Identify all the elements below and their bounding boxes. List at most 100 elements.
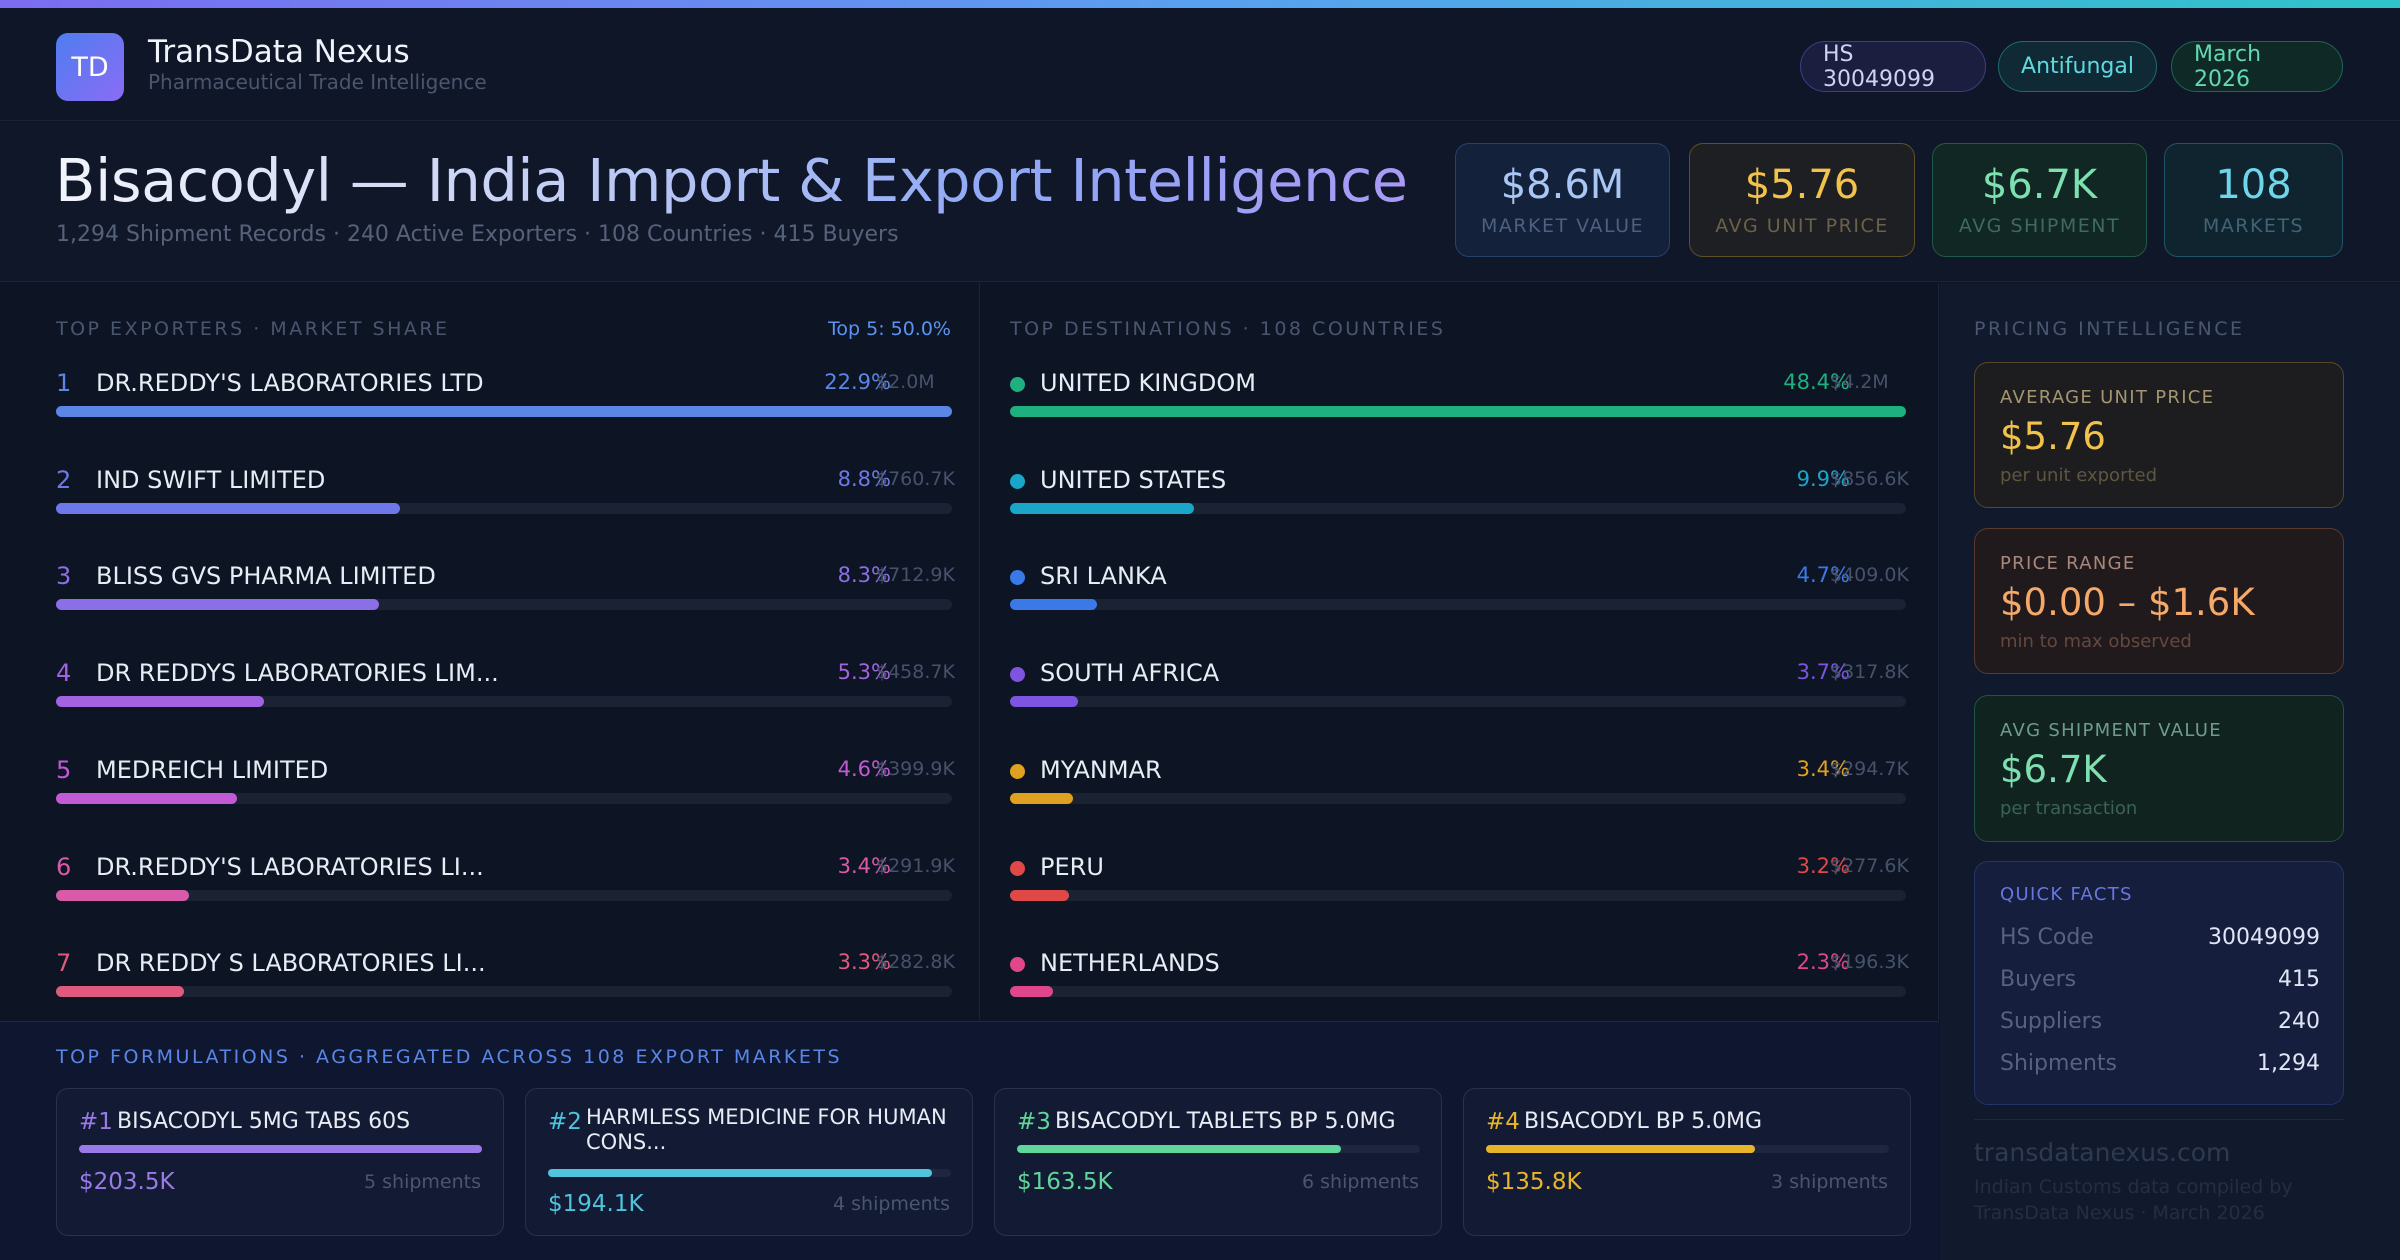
price-range-card: PRICE RANGE $0.00 – $1.6K min to max obs… [1974,528,2344,674]
destination-share-fill [1010,696,1079,707]
destination-value: $196.3K [1830,951,1909,973]
stat-markets: 108 MARKETS [2164,143,2343,257]
stat-label: MARKETS [2202,215,2305,237]
card-sub: per unit exported [2000,465,2158,486]
exporter-rank: 5 [56,756,72,784]
brand-logo[interactable]: TD [56,33,124,101]
formulation-share-track [1486,1145,1889,1153]
destination-dot-icon [1010,570,1025,585]
destination-name: UNITED KINGDOM [1040,369,1256,397]
destination-share-track [1010,696,1906,707]
formulation-share-fill [1017,1145,1341,1153]
exporter-share-track [56,406,952,417]
exporter-row[interactable]: 7 DR REDDY S LABORATORIES LI... 3.3% $282.8… [0,943,979,1039]
destinations-panel: TOP DESTINATIONS · 108 COUNTRIES UNITED … [981,283,1939,1020]
footer-divider [1974,1119,2344,1120]
quick-facts-card: QUICK FACTS HS Code 30049099 Buyers 415 … [1974,861,2344,1105]
fact-value: 415 [2278,967,2320,992]
destination-share-track [1010,503,1906,514]
exporter-share-fill [56,406,952,417]
exporter-row[interactable]: 6 DR.REDDY'S LABORATORIES LI... 3.4% $291.9… [0,847,979,943]
formulation-value: $194.1K [548,1191,644,1217]
exporter-value: $2.0M [876,371,935,393]
formulation-name: BISACODYL 5MG TABS 60S [117,1109,411,1134]
stat-value: $6.7K [1981,162,2098,208]
destination-share-pct: 9.9% [1796,467,1850,491]
exporter-name: IND SWIFT LIMITED [96,466,326,494]
category-pill[interactable]: Antifungal [1998,41,2157,92]
destination-row[interactable]: SOUTH AFRICA 3.7% $317.8K [981,653,1938,749]
fact-row-suppliers: Suppliers 240 [2000,1009,2320,1039]
exporter-name: DR.REDDY'S LABORATORIES LTD [96,369,484,397]
formulation-card[interactable]: #2 HARMLESS MEDICINE FOR HUMAN CONS... $19… [525,1088,973,1236]
destination-row[interactable]: MYANMAR 3.4% $294.7K [981,750,1938,846]
stat-value: 108 [2215,162,2292,208]
formulation-shipments: 4 shipments [833,1193,950,1215]
formulation-name: BISACODYL BP 5.0MG [1524,1109,1763,1134]
exporter-row[interactable]: 3 BLISS GVS PHARMA LIMITED 8.3% $712.9K [0,556,979,652]
formulation-rank: #2 [548,1109,582,1135]
exporter-share-pct: 8.8% [837,467,891,491]
exporter-share-track [56,696,952,707]
fact-key: HS Code [2000,925,2094,950]
destination-share-pct: 4.7% [1796,563,1850,587]
exporter-share-fill [56,986,185,997]
fact-row-hs-code: HS Code 30049099 [2000,925,2320,955]
destination-share-fill [1010,986,1053,997]
exporter-share-fill [56,503,401,514]
top5-share: Top 5: 50.0% [828,318,951,340]
destination-name: MYANMAR [1040,756,1162,784]
formulation-share-fill [79,1145,482,1153]
hs-code-pill[interactable]: HS 30049099 [1800,41,1986,92]
formulation-shipments: 3 shipments [1771,1171,1888,1193]
exporter-rank: 3 [56,562,72,590]
exporters-panel: TOP EXPORTERS · MARKET SHARE Top 5: 50.0… [0,283,980,1020]
stat-value: $8.6M [1500,162,1625,208]
exporter-share-track [56,599,952,610]
destination-share-fill [1010,503,1194,514]
formulation-share-track [1017,1145,1420,1153]
card-label: QUICK FACTS [2000,884,2133,905]
destination-row[interactable]: NETHERLANDS 2.3% $196.3K [981,943,1938,1039]
exporter-share-pct: 3.4% [837,854,891,878]
exporter-value: $282.8K [876,951,955,973]
stat-avg-shipment: $6.7K AVG SHIPMENT [1932,143,2147,257]
destination-row[interactable]: SRI LANKA 4.7% $409.0K [981,556,1938,652]
destination-row[interactable]: PERU 3.2% $277.6K [981,847,1938,943]
footer-site-link[interactable]: transdatanexus.com [1974,1138,2231,1167]
card-value: $5.76 [2000,415,2106,458]
destination-share-track [1010,406,1906,417]
exporter-row[interactable]: 1 DR.REDDY'S LABORATORIES LTD 22.9% $2.0M [0,363,979,459]
exporter-row[interactable]: 5 MEDREICH LIMITED 4.6% $399.9K [0,750,979,846]
destination-row[interactable]: UNITED KINGDOM 48.4% $4.2M [981,363,1938,459]
exporter-row[interactable]: 2 IND SWIFT LIMITED 8.8% $760.7K [0,460,979,556]
destination-share-fill [1010,793,1073,804]
destination-value: $294.7K [1830,758,1909,780]
brand-tagline: Pharmaceutical Trade Intelligence [148,70,487,94]
exporter-rank: 7 [56,949,72,977]
formulation-card[interactable]: #1 BISACODYL 5MG TABS 60S $203.5K 5 shipmen… [56,1088,504,1236]
date-pill[interactable]: March 2026 [2171,41,2343,92]
card-label: PRICE RANGE [2000,553,2136,574]
formulation-rank: #4 [1486,1109,1520,1135]
footer-note: Indian Customs data compiled by TransDat… [1974,1176,2293,1224]
destination-row[interactable]: UNITED STATES 9.9% $856.6K [981,460,1938,556]
exporter-share-fill [56,890,189,901]
destination-share-fill [1010,406,1906,417]
card-sub: min to max observed [2000,631,2192,652]
card-value: $6.7K [2000,748,2107,791]
formulation-card[interactable]: #4 BISACODYL BP 5.0MG $135.8K 3 shipments [1463,1088,1911,1236]
exporter-row[interactable]: 4 DR REDDYS LABORATORIES LIM... 5.3% $458.7… [0,653,979,749]
page-subtitle: 1,294 Shipment Records · 240 Active Expo… [56,222,899,247]
formulation-card[interactable]: #3 BISACODYL TABLETS BP 5.0MG $163.5K 6 shi… [994,1088,1442,1236]
exporter-share-fill [56,793,237,804]
exporter-rank: 1 [56,369,72,397]
exporter-share-track [56,503,952,514]
exporter-share-pct: 22.9% [824,370,891,394]
exporter-rank: 4 [56,659,72,687]
pricing-panel: PRICING INTELLIGENCE AVERAGE UNIT PRICE … [1940,283,2400,1260]
destination-dot-icon [1010,377,1025,392]
stat-label: AVG SHIPMENT [1958,215,2121,237]
avg-shipment-value-card: AVG SHIPMENT VALUE $6.7K per transaction [1974,695,2344,842]
fact-key: Suppliers [2000,1009,2103,1034]
